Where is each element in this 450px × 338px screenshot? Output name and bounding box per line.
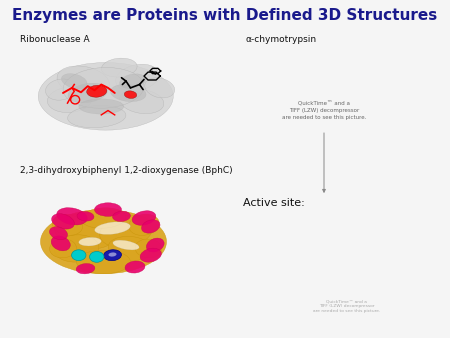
Ellipse shape bbox=[100, 216, 152, 247]
Ellipse shape bbox=[94, 222, 130, 235]
Ellipse shape bbox=[135, 239, 162, 258]
Ellipse shape bbox=[113, 240, 139, 250]
Ellipse shape bbox=[108, 236, 153, 261]
Ellipse shape bbox=[63, 68, 144, 108]
Text: QuickTime™ and a
TIFF (LZW) decompressor
are needed to see this picture.: QuickTime™ and a TIFF (LZW) decompressor… bbox=[313, 299, 380, 313]
Circle shape bbox=[72, 250, 86, 261]
Ellipse shape bbox=[47, 87, 92, 113]
Ellipse shape bbox=[141, 220, 160, 233]
Ellipse shape bbox=[79, 237, 101, 246]
Ellipse shape bbox=[50, 239, 76, 258]
Ellipse shape bbox=[76, 264, 95, 274]
Ellipse shape bbox=[132, 211, 156, 225]
Ellipse shape bbox=[40, 210, 166, 274]
Ellipse shape bbox=[45, 79, 76, 100]
Ellipse shape bbox=[52, 214, 74, 229]
Ellipse shape bbox=[94, 203, 122, 216]
Ellipse shape bbox=[68, 105, 126, 128]
Ellipse shape bbox=[52, 214, 83, 235]
Ellipse shape bbox=[108, 252, 117, 257]
Ellipse shape bbox=[54, 235, 99, 262]
Ellipse shape bbox=[120, 89, 164, 114]
Ellipse shape bbox=[77, 212, 94, 221]
Ellipse shape bbox=[110, 84, 146, 102]
Ellipse shape bbox=[104, 250, 122, 261]
Ellipse shape bbox=[62, 74, 87, 89]
Ellipse shape bbox=[38, 63, 173, 130]
Text: QuickTime™ and a
TIFF (LZW) decompressor
are needed to see this picture.: QuickTime™ and a TIFF (LZW) decompressor… bbox=[282, 101, 366, 120]
Ellipse shape bbox=[129, 214, 159, 235]
Ellipse shape bbox=[116, 64, 159, 91]
Text: Enzymes are Proteins with Defined 3D Structures: Enzymes are Proteins with Defined 3D Str… bbox=[13, 8, 437, 23]
Circle shape bbox=[90, 251, 104, 262]
Ellipse shape bbox=[124, 91, 137, 98]
Text: Ribonuclease A: Ribonuclease A bbox=[20, 35, 90, 45]
Ellipse shape bbox=[51, 236, 70, 251]
Text: α-chymotrypsin: α-chymotrypsin bbox=[245, 35, 316, 45]
Ellipse shape bbox=[146, 238, 164, 252]
Ellipse shape bbox=[68, 83, 108, 103]
Text: 2,3-dihydroxybiphenyl 1,2-dioxygenase (BphC): 2,3-dihydroxybiphenyl 1,2-dioxygenase (B… bbox=[20, 166, 233, 175]
Ellipse shape bbox=[145, 78, 175, 98]
Ellipse shape bbox=[87, 85, 107, 97]
Ellipse shape bbox=[120, 74, 146, 88]
Ellipse shape bbox=[50, 227, 68, 240]
Ellipse shape bbox=[57, 66, 109, 96]
Ellipse shape bbox=[79, 99, 124, 114]
Ellipse shape bbox=[112, 211, 130, 221]
Ellipse shape bbox=[81, 208, 126, 228]
Ellipse shape bbox=[76, 250, 130, 274]
Ellipse shape bbox=[101, 58, 137, 77]
Ellipse shape bbox=[57, 208, 87, 225]
Ellipse shape bbox=[140, 248, 162, 262]
Ellipse shape bbox=[54, 214, 117, 249]
Text: Active site:: Active site: bbox=[243, 198, 305, 208]
Ellipse shape bbox=[125, 261, 145, 273]
